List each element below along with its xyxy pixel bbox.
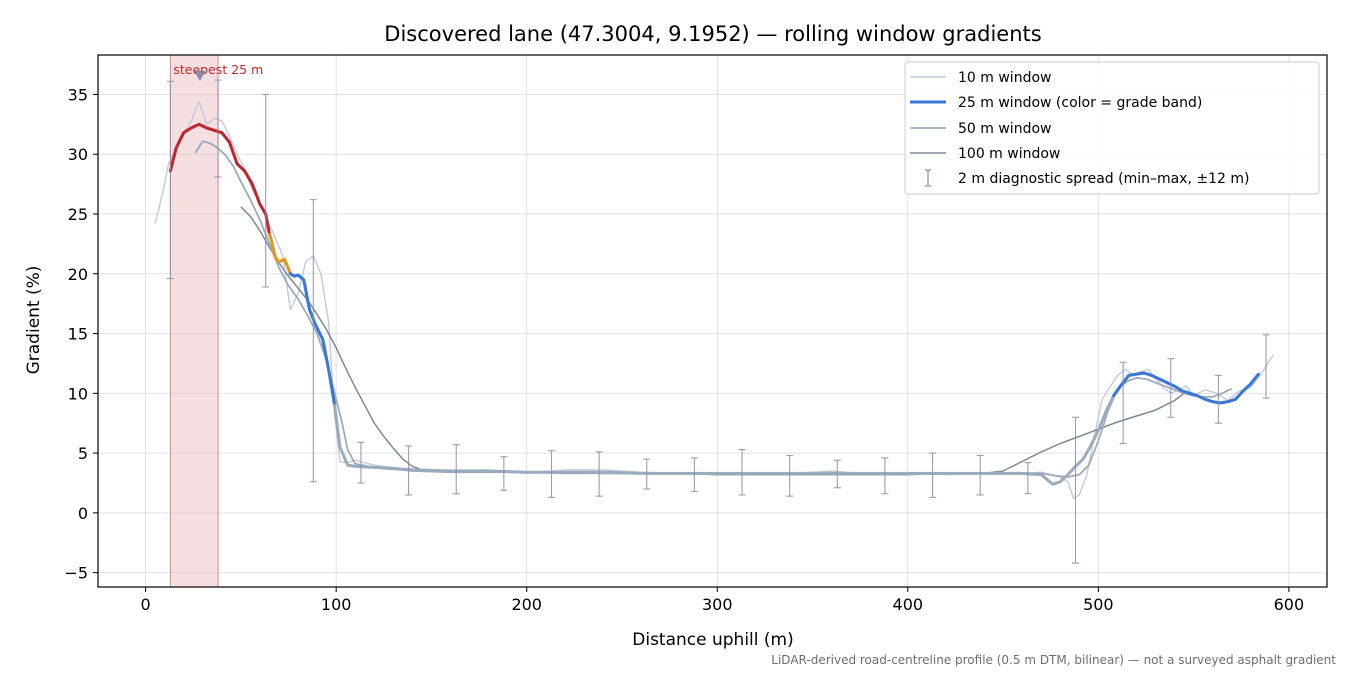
errorbar: [357, 441, 365, 484]
x-axis-label: Distance uphill (m): [632, 630, 793, 650]
errorbar: [738, 448, 746, 496]
x-tick-label: 0: [141, 595, 151, 614]
y-tick-label: 5: [78, 444, 88, 463]
x-tick-label: 400: [893, 595, 924, 614]
chart-title: Discovered lane (47.3004, 9.1952) — roll…: [384, 22, 1041, 46]
legend-label-10m: 10 m window: [958, 70, 1051, 86]
legend: 10 m window 25 m window (color = grade b…: [904, 61, 1320, 195]
y-tick-label: 15: [68, 325, 88, 344]
errorbar: [262, 93, 270, 288]
errorbar: [500, 456, 508, 491]
errorbar: [405, 445, 413, 496]
errorbar: [786, 454, 794, 497]
y-tick-label: 30: [68, 145, 88, 164]
legend-label-50m: 50 m window: [958, 121, 1051, 137]
series-lines: [154, 100, 1275, 500]
series-100m-line: [240, 206, 1185, 476]
errorbar: [881, 457, 889, 495]
steepest-band: [169, 54, 219, 588]
legend-label-errorbar: 2 m diagnostic spread (min–max, ±12 m): [958, 171, 1249, 187]
footnote: LiDAR-derived road-centreline profile (0…: [771, 653, 1336, 667]
errorbar: [309, 199, 317, 483]
series-25m-band-segment: [268, 232, 292, 276]
errorbar: [1024, 462, 1032, 495]
errorbar: [1071, 416, 1079, 564]
x-tick-label: 300: [702, 595, 733, 614]
y-tick-label: 20: [68, 265, 88, 284]
y-tick-label: 25: [68, 205, 88, 224]
errorbar: [214, 79, 222, 178]
errorbar: [595, 451, 603, 497]
x-tick-label: 200: [511, 595, 542, 614]
legend-label-100m: 100 m window: [958, 146, 1060, 162]
errorbar: [976, 454, 984, 496]
errorbar: [690, 457, 698, 492]
errorbar: [1214, 374, 1222, 424]
series-25m-gentle-segment: [1112, 371, 1260, 405]
errorbar: [1167, 358, 1175, 418]
legend-label-25m: 25 m window (color = grade band): [958, 95, 1202, 111]
y-axis-label: Gradient (%): [24, 266, 44, 375]
legend-box: [904, 61, 1320, 195]
errorbar: [547, 450, 555, 498]
y-tick-label: 35: [68, 85, 88, 104]
errorbar: [1262, 334, 1270, 399]
steepest-marker: [194, 71, 206, 81]
y-tick-label: −5: [64, 564, 88, 583]
legend-swatch-errorbar: [925, 169, 931, 187]
errorbar: [643, 458, 651, 490]
y-tick-label: 0: [78, 504, 88, 523]
y-tick-label: 10: [68, 384, 88, 403]
series-25m-band-segment: [168, 122, 271, 236]
series-25m-gentle-segment: [288, 272, 336, 405]
x-tick-label: 500: [1083, 595, 1114, 614]
plot-frame: [97, 54, 1328, 588]
errorbar: [929, 452, 937, 498]
axis-ticks: 0 100 200 300 400 500 600 −5 0 5 10 15 20 25 30 35: [64, 85, 1304, 614]
errorbar: [1119, 361, 1127, 445]
errorbar: [166, 80, 174, 280]
errorbar: [833, 459, 841, 489]
x-tick-label: 600: [1274, 595, 1305, 614]
steepest-band-rect: [169, 54, 219, 588]
steepest-annotation: steepest 25 m: [173, 62, 263, 77]
errorbars: [166, 79, 1270, 564]
errorbar: [452, 444, 460, 495]
x-tick-label: 100: [321, 595, 352, 614]
